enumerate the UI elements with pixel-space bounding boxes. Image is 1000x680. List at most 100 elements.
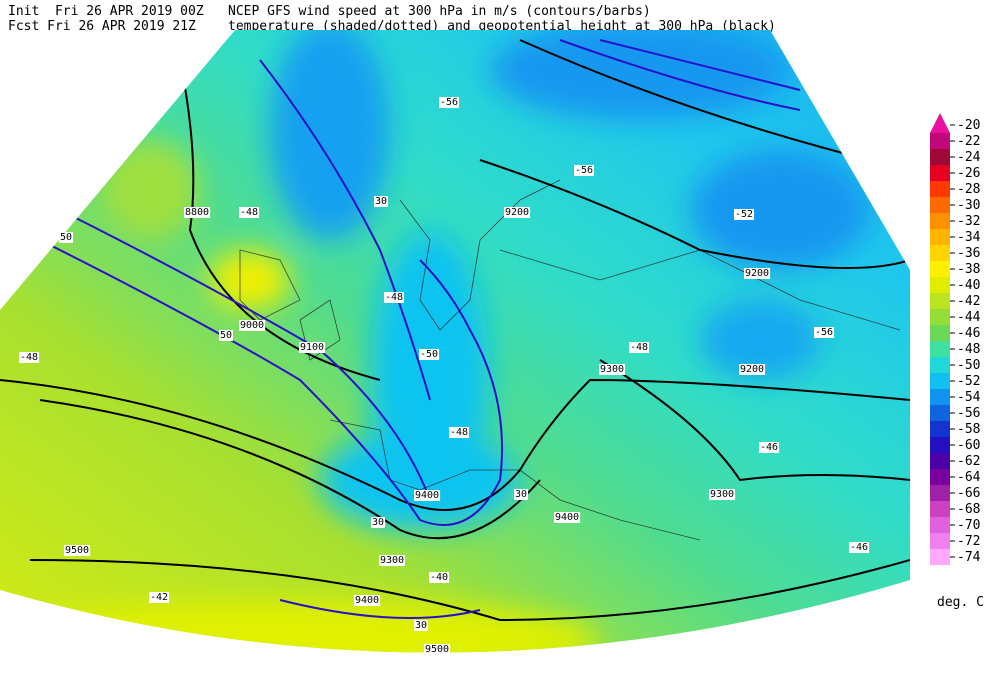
- colorbar-swatch: [930, 197, 950, 213]
- contour-label: 9300: [380, 555, 404, 566]
- contour-label: 8800: [185, 207, 209, 218]
- colorbar-swatch: [930, 437, 950, 453]
- colorbar-swatch: [930, 373, 950, 389]
- colorbar-label: -36: [957, 246, 980, 261]
- colorbar-label: -26: [957, 166, 980, 181]
- contour-label: 9300: [710, 489, 734, 500]
- contour-label-box: [419, 349, 440, 360]
- contour-label-box: [814, 327, 835, 338]
- colorbar-swatch: [930, 293, 950, 309]
- colorbar-label: -46: [957, 326, 980, 341]
- contour-label: 9300: [600, 364, 624, 375]
- contour-label: 30: [372, 517, 384, 528]
- contour-label-box: [414, 490, 441, 501]
- colorbar-label: -70: [957, 518, 980, 533]
- contour-label-box: [379, 555, 406, 566]
- contour-label-box: [239, 207, 260, 218]
- map-field: [0, 30, 910, 653]
- contour-label: 9100: [300, 342, 324, 353]
- contour-label: -50: [420, 349, 438, 360]
- colorbar-label: -42: [957, 294, 980, 309]
- colorbar-swatch: [930, 165, 950, 181]
- contour-label: 30: [375, 196, 387, 207]
- contour-label-box: [219, 330, 234, 341]
- colorbar-label: -72: [957, 534, 980, 549]
- contour-label-box: [149, 592, 170, 603]
- colorbar-swatch: [930, 421, 950, 437]
- colorbar-swatch: [930, 549, 950, 565]
- colorbar-label: -62: [957, 454, 980, 469]
- colorbar-swatch: [930, 149, 950, 165]
- colorbar-swatch: [930, 533, 950, 549]
- colorbar-swatch: [930, 453, 950, 469]
- contour-label-box: [629, 342, 650, 353]
- colorbar-label: -52: [957, 374, 980, 389]
- contour-label-box: [64, 545, 91, 556]
- colorbar-label: -50: [957, 358, 980, 373]
- contour-label: -46: [850, 542, 868, 553]
- colorbar-swatch: [930, 181, 950, 197]
- contour-label: -56: [440, 97, 458, 108]
- colorbar-swatch: [930, 309, 950, 325]
- contour-label-box: [709, 489, 736, 500]
- colorbar-swatch: [930, 485, 950, 501]
- colorbar-label: -56: [957, 406, 980, 421]
- contour-label: -40: [430, 572, 448, 583]
- contour-label: 50: [60, 232, 72, 243]
- colorbar-swatch: [930, 277, 950, 293]
- colorbar-label: -54: [957, 390, 981, 405]
- colorbar-swatch: [930, 469, 950, 485]
- contour-label: -48: [20, 352, 38, 363]
- contour-label-box: [504, 207, 531, 218]
- contour-label: -46: [760, 442, 778, 453]
- contour-label: 30: [415, 620, 427, 631]
- colorbar-cap: [930, 113, 950, 133]
- contour-label-box: [449, 427, 470, 438]
- colorbar-label: -40: [957, 278, 980, 293]
- contour-label: 9200: [745, 268, 769, 279]
- contour-label: 9000: [240, 320, 264, 331]
- contour-label-box: [374, 196, 389, 207]
- init-time: Init Fri 26 APR 2019 00Z: [8, 4, 204, 19]
- contour-label-box: [739, 364, 766, 375]
- contour-label-box: [849, 542, 870, 553]
- contour-label: 9500: [425, 644, 449, 655]
- colorbar-label: -48: [957, 342, 980, 357]
- colorbar-swatch: [930, 213, 950, 229]
- contour-label: -56: [815, 327, 833, 338]
- contour-label-box: [371, 517, 386, 528]
- colorbar-label: -64: [957, 470, 981, 485]
- contour-label: -48: [630, 342, 648, 353]
- contour-label-box: [19, 352, 40, 363]
- contour-label: 9500: [65, 545, 89, 556]
- contour-label: -52: [735, 209, 753, 220]
- colorbar-label: -28: [957, 182, 980, 197]
- contour-label: -48: [450, 427, 468, 438]
- colorbar-label: -24: [957, 150, 981, 165]
- colorbar-label: -60: [957, 438, 980, 453]
- contour-label-box: [599, 364, 626, 375]
- colorbar-label: -30: [957, 198, 980, 213]
- colorbar-swatch: [930, 245, 950, 261]
- contour-label-box: [759, 442, 780, 453]
- contour-label-box: [424, 644, 451, 655]
- colorbar-swatch: [930, 357, 950, 373]
- contour-label: 9200: [505, 207, 529, 218]
- contour-label-box: [429, 572, 450, 583]
- contour-label-box: [734, 209, 755, 220]
- colorbar-swatch: [930, 405, 950, 421]
- contour-label: 9400: [415, 490, 439, 501]
- contour-label-box: [239, 320, 266, 331]
- contour-label-box: [354, 595, 381, 606]
- colorbar-swatch: [930, 501, 950, 517]
- colorbar-swatch: [930, 389, 950, 405]
- colorbar-swatch: [930, 229, 950, 245]
- colorbar-swatch: [930, 261, 950, 277]
- contour-label: -48: [240, 207, 258, 218]
- contour-label: 9400: [555, 512, 579, 523]
- contour-label-box: [554, 512, 581, 523]
- colorbar-unit: deg. C: [937, 595, 984, 610]
- contour-label-box: [439, 97, 460, 108]
- forecast-time: Fcst Fri 26 APR 2019 21Z: [8, 19, 196, 34]
- colorbar-label: -34: [957, 230, 981, 245]
